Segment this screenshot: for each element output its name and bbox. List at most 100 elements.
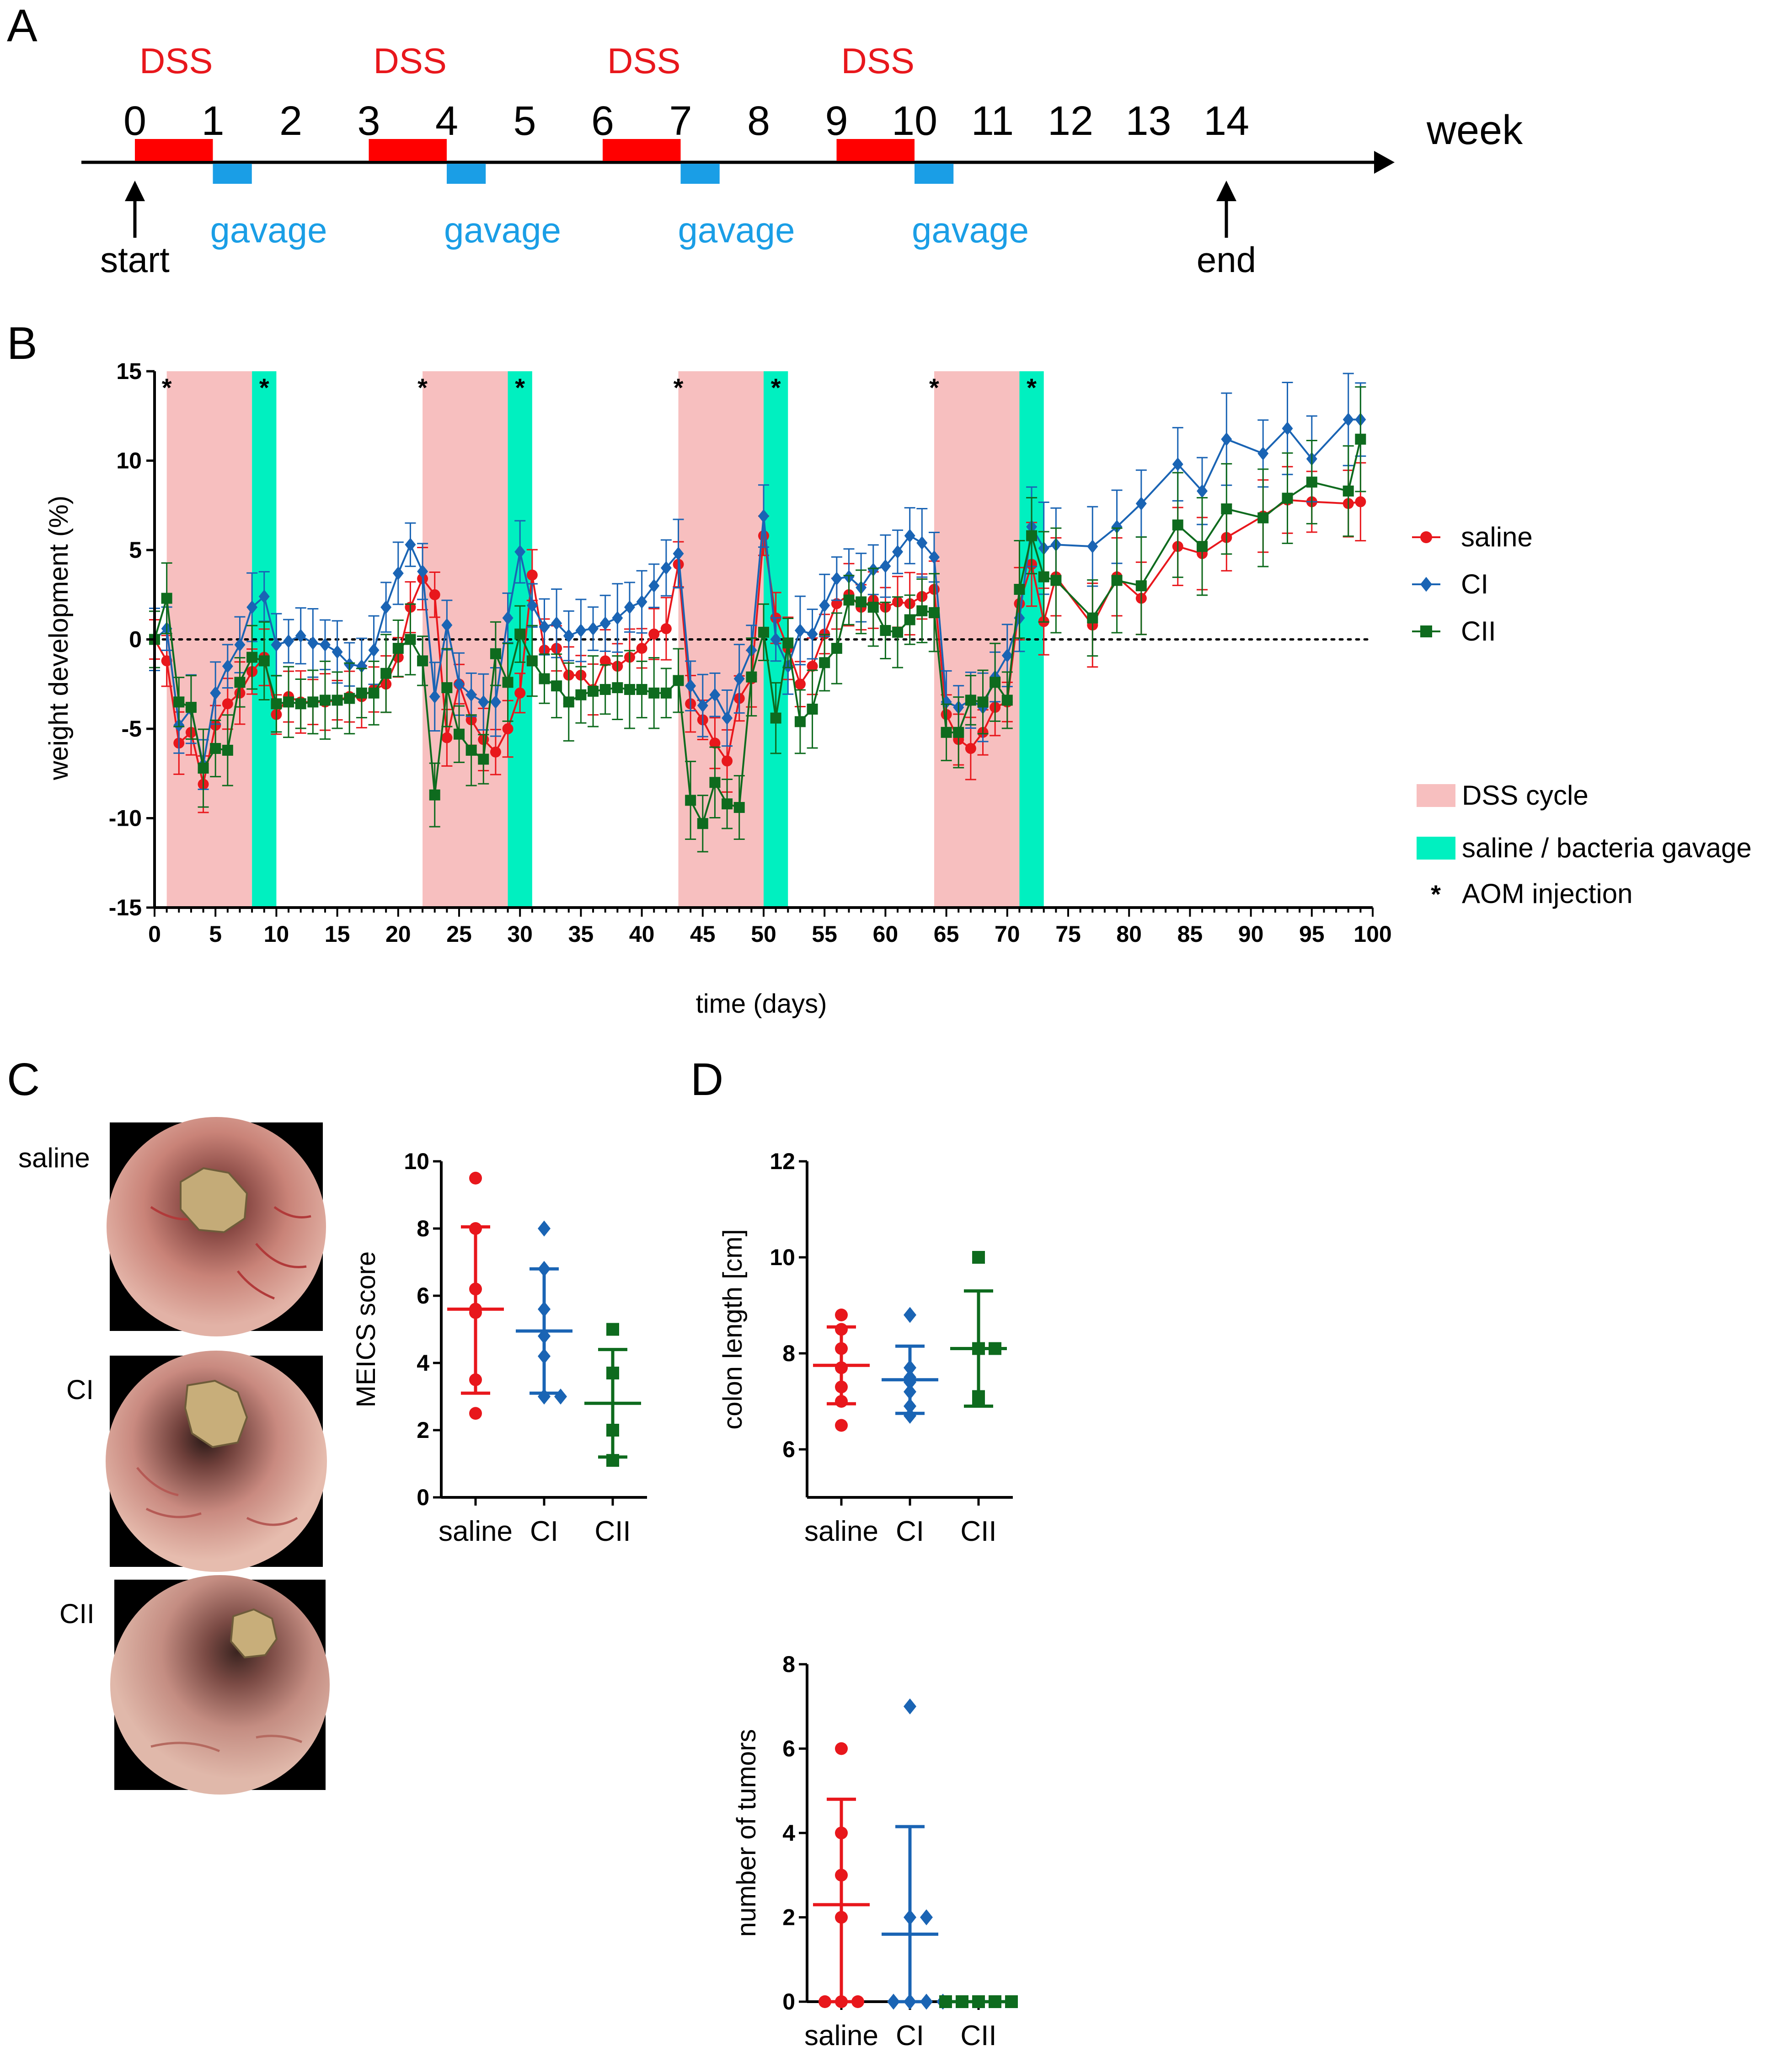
timeline-week-label: 13 (1125, 98, 1171, 144)
data-point-CI (794, 623, 806, 637)
data-point-CII (258, 655, 270, 667)
aom-marker: * (515, 373, 525, 402)
data-point-CI (892, 545, 904, 559)
timeline-week-label: 10 (892, 98, 937, 144)
data-point-CII (807, 703, 818, 715)
data-point-CI (1221, 432, 1232, 446)
data-point-saline (835, 1380, 848, 1394)
data-point-CII (478, 753, 489, 765)
timeline-week-label: 14 (1204, 98, 1249, 144)
category-label-CII: CII (594, 1516, 631, 1547)
data-point-CI (332, 645, 343, 659)
endoscopy-label-saline: saline (18, 1143, 90, 1173)
weight-chart-axes: -15 -10 -5 0 5 10 15 0 5 10 15 20 25 30 35 40 45 50 55 60 65… (109, 358, 1392, 947)
y-tick-label: 0 (417, 1485, 429, 1510)
x-tick-label: 80 (1116, 921, 1142, 947)
weight-chart-series (149, 373, 1366, 853)
category-label-saline: saline (439, 1516, 513, 1547)
data-point-CII (956, 1995, 968, 2008)
aom-marker: * (771, 373, 781, 402)
data-point-CII (941, 727, 952, 738)
data-point-CI (417, 564, 428, 578)
data-point-saline (469, 1282, 482, 1296)
data-point-saline (161, 655, 172, 667)
data-point-CII (185, 702, 197, 713)
endoscopy-photo-ci (106, 1351, 327, 1572)
data-point-CI (660, 561, 672, 575)
data-point-CII (972, 1995, 985, 2008)
data-point-CII (575, 689, 587, 700)
timeline-week-label: 7 (669, 98, 692, 144)
data-point-CII (198, 763, 209, 774)
series-CI (149, 373, 1366, 790)
data-point-CI (429, 689, 440, 704)
data-point-CI (575, 623, 587, 637)
x-tick-label: 15 (325, 921, 350, 947)
x-tick-label: 25 (446, 921, 472, 947)
timeline-gavage-bar (213, 164, 252, 184)
timeline-week-label: 5 (513, 98, 536, 144)
data-point-CI (904, 1909, 916, 1925)
panel-a-timeline: A week 0 1 2 3 4 5 6 7 8 9 10 11 12 13 14 DSS DSS DSS DSS… (7, 0, 1523, 280)
y-tick-label: 10 (770, 1245, 795, 1270)
group-CII (950, 1251, 1007, 1408)
data-point-saline (469, 1373, 482, 1386)
data-point-CII (770, 712, 781, 724)
data-point-CI (685, 679, 696, 693)
data-point-CI (880, 559, 891, 573)
timeline-gavage-label: gavage (444, 210, 561, 250)
data-point-saline (469, 1306, 482, 1319)
data-point-CII (972, 1395, 985, 1408)
timeline-start-marker: start (100, 181, 170, 280)
group-CII (939, 1995, 1018, 2008)
data-point-CII (612, 682, 623, 694)
data-point-CI (733, 672, 745, 686)
timeline-week-labels: 0 1 2 3 4 5 6 7 8 9 10 11 12 13 14 (123, 98, 1249, 144)
data-point-CI (490, 695, 501, 709)
data-point-CII (563, 696, 574, 708)
data-point-CII (502, 677, 514, 688)
data-point-CI (356, 659, 367, 673)
y-tick-label: 6 (782, 1736, 795, 1762)
data-point-saline (835, 1742, 848, 1755)
legend-dss-label: DSS cycle (1462, 780, 1589, 811)
aom-injection-markers: * * * * * * * * (162, 373, 1037, 402)
data-point-CII (856, 596, 867, 608)
series-CII (149, 386, 1366, 853)
x-tick-label: 5 (209, 921, 222, 947)
aom-marker: * (259, 373, 269, 402)
data-point-CI (514, 545, 526, 559)
colon-length-chart: 6 8 10 12 saline CI CII colon length [cm] (718, 1149, 1013, 1547)
data-point-saline (469, 1222, 482, 1235)
aom-marker: * (162, 373, 172, 402)
data-point-CII (831, 643, 842, 654)
y-tick-label: 2 (782, 1905, 795, 1930)
data-point-CII (624, 684, 635, 695)
data-point-CI (554, 1389, 567, 1405)
endoscopy-photo-cii (110, 1575, 330, 1795)
x-tick-label: 85 (1177, 921, 1203, 947)
legend-marker-saline (1420, 531, 1432, 543)
data-point-CII (551, 680, 562, 692)
weight-y-axis-title: weight development (%) (44, 496, 74, 780)
data-point-CII (904, 614, 915, 625)
data-point-CI (258, 589, 270, 604)
aom-marker: * (1027, 373, 1037, 402)
category-label-CI: CI (896, 2020, 924, 2052)
x-tick-label: 95 (1299, 921, 1325, 947)
data-point-CII (636, 684, 647, 695)
y-tick-label: -10 (109, 806, 142, 831)
timeline-dss-bar (603, 139, 681, 161)
data-point-CII (1282, 492, 1293, 504)
data-point-CII (490, 648, 501, 659)
timeline-week-label: 4 (435, 98, 458, 144)
legend-aom-label: AOM injection (1462, 878, 1632, 909)
x-tick-label: 0 (148, 921, 161, 947)
legend-marker-CII (1420, 625, 1432, 637)
data-point-CI (807, 627, 818, 641)
data-point-CII (319, 695, 331, 706)
data-point-CII (916, 605, 928, 616)
data-point-CI (904, 1993, 916, 2010)
data-point-CI (1282, 422, 1293, 436)
category-label-CII: CII (960, 1516, 996, 1547)
